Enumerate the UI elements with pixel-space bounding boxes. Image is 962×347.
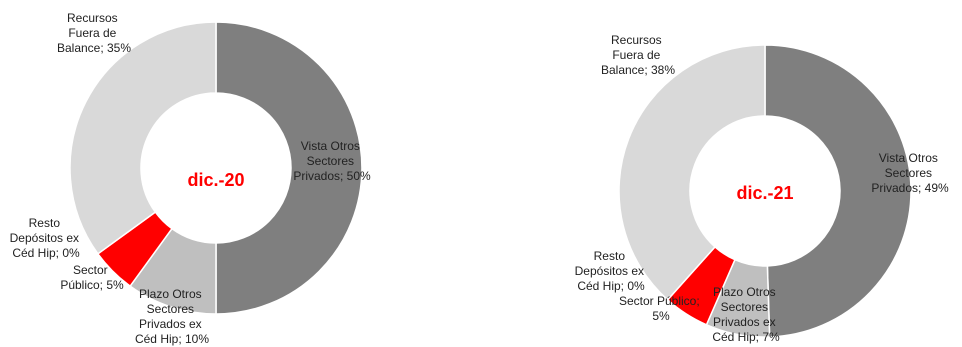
slice-label-resto: Resto Depósitos ex Céd Hip; 0%	[10, 216, 83, 260]
donut-slices-dic-21	[618, 44, 912, 338]
slice-label-sector-publico: Sector Público; 5%	[619, 294, 703, 323]
slice-label-plazo: Plazo Otros Sectores Privados ex Céd Hip…	[135, 287, 209, 346]
donut-slice-recursos	[618, 44, 766, 301]
slice-label-vista: Vista Otros Sectores Privados; 49%	[871, 151, 949, 195]
slice-label-plazo: Plazo Otros Sectores Privados ex Céd Hip…	[712, 285, 780, 344]
slice-label-sector-publico: Sector Público; 5%	[60, 263, 124, 292]
slice-label-recursos: Recursos Fuera de Balance; 38%	[601, 33, 675, 77]
donut-slice-vista	[215, 21, 363, 315]
slice-label-recursos: Recursos Fuera de Balance; 35%	[57, 11, 131, 55]
center-label-dic-21: dic.-21	[736, 183, 793, 203]
slice-label-vista: Vista Otros Sectores Privados; 50%	[293, 139, 371, 183]
center-label-dic-20: dic.-20	[187, 170, 244, 190]
donut-slice-recursos	[69, 21, 217, 255]
donut-slices-dic-20	[69, 21, 363, 315]
donut-slice-vista	[764, 44, 912, 338]
donut-chart-dic-20: dic.-20 Vista Otros Sectores Privados; 5…	[10, 11, 371, 346]
slice-label-resto: Resto Depósitos ex Céd Hip; 0%	[575, 249, 648, 293]
donut-chart-dic-21: dic.-21 Vista Otros Sectores Privados; 4…	[575, 33, 949, 344]
